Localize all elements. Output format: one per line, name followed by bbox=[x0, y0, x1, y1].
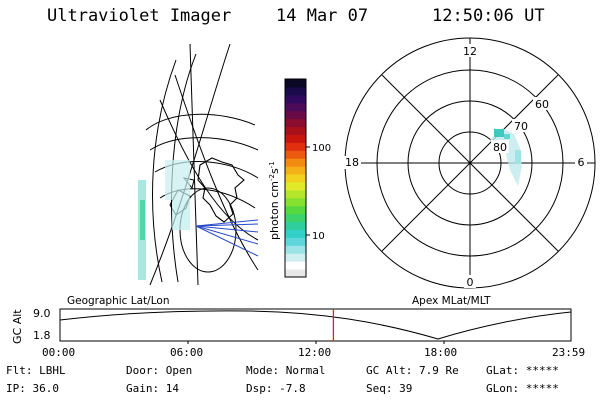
colorbar-cell bbox=[285, 126, 306, 135]
colorbar-tick-10: 10 bbox=[312, 231, 325, 242]
colorbar-cell bbox=[285, 213, 306, 223]
colorbar-cell bbox=[285, 158, 306, 167]
ip-info: IP: 36.0 bbox=[6, 382, 59, 395]
gcalt-info: GC Alt: 7.9 Re bbox=[366, 364, 459, 377]
date-label: 14 Mar 07 bbox=[276, 6, 369, 26]
altitude-plot bbox=[59, 308, 572, 344]
colorbar-cell bbox=[285, 79, 306, 88]
alt-ytick-top: 9.0 bbox=[33, 307, 51, 320]
colorbar-cell bbox=[285, 253, 306, 262]
colorbar-cell bbox=[285, 118, 306, 128]
geo-map-label: Geographic Lat/Lon bbox=[67, 295, 169, 307]
xtick-0000: 00:00 bbox=[42, 346, 76, 359]
dsp-info: Dsp: -7.8 bbox=[246, 382, 306, 395]
mlt-label-6: 6 bbox=[578, 156, 585, 169]
instrument-title: Ultraviolet Imager bbox=[47, 6, 232, 26]
colorbar-cell bbox=[285, 269, 306, 278]
colorbar-label: photon cm-2s-1 bbox=[268, 161, 281, 240]
colorbar-cell bbox=[285, 245, 306, 254]
mlt-label-12: 12 bbox=[463, 45, 477, 58]
colorbar-cell bbox=[285, 229, 306, 238]
colorbar bbox=[284, 78, 310, 278]
colorbar-cell bbox=[285, 237, 306, 246]
mlt-label-0: 0 bbox=[467, 276, 474, 289]
polar-aurora bbox=[490, 128, 522, 186]
colorbar-cell bbox=[285, 261, 306, 270]
geographic-map bbox=[145, 43, 259, 286]
mlt-label-18: 18 bbox=[345, 156, 359, 169]
alt-ytick-bottom: 1.8 bbox=[33, 329, 51, 342]
mode-info: Mode: Normal bbox=[246, 364, 326, 377]
colorbar-cell bbox=[285, 110, 306, 120]
colorbar-cell bbox=[285, 142, 306, 151]
filter-info: Flt: LBHL bbox=[6, 364, 66, 377]
time-label: 12:50:06 UT bbox=[432, 6, 545, 26]
colorbar-cell bbox=[285, 166, 306, 175]
glon-info: GLon: ***** bbox=[486, 382, 559, 395]
colorbar-cell bbox=[285, 174, 306, 183]
xtick-0600: 06:00 bbox=[170, 346, 204, 359]
polar-labels: 12 18 6 0 60 70 80 bbox=[343, 44, 587, 289]
colorbar-cell bbox=[285, 221, 306, 230]
colorbar-cell bbox=[285, 181, 306, 191]
lat-label-60: 60 bbox=[535, 98, 549, 111]
lat-label-80: 80 bbox=[493, 141, 507, 154]
colorbar-cell bbox=[285, 134, 306, 143]
apex-map-label: Apex MLat/MLT bbox=[412, 295, 491, 307]
colorbar-cell bbox=[285, 102, 306, 112]
xtick-2359: 23:59 bbox=[552, 346, 586, 359]
xtick-1200: 12:00 bbox=[298, 346, 332, 359]
polar-plot bbox=[344, 37, 596, 289]
door-info: Door: Open bbox=[126, 364, 193, 377]
colorbar-cell bbox=[285, 86, 306, 96]
colorbar-cell bbox=[285, 205, 306, 215]
xtick-1800: 18:00 bbox=[424, 346, 458, 359]
colorbar-cell bbox=[285, 197, 306, 207]
colorbar-tick-100: 100 bbox=[312, 143, 331, 154]
map-aurora bbox=[138, 160, 190, 280]
alt-ylabel: GC Alt bbox=[11, 309, 24, 344]
lat-label-70: 70 bbox=[514, 120, 528, 133]
colorbar-cell bbox=[285, 150, 306, 159]
glat-info: GLat: ***** bbox=[486, 364, 559, 377]
gain-info: Gain: 14 bbox=[126, 382, 179, 395]
colorbar-cell bbox=[285, 94, 306, 104]
colorbar-cell bbox=[285, 189, 306, 199]
seq-info: Seq: 39 bbox=[366, 382, 413, 395]
